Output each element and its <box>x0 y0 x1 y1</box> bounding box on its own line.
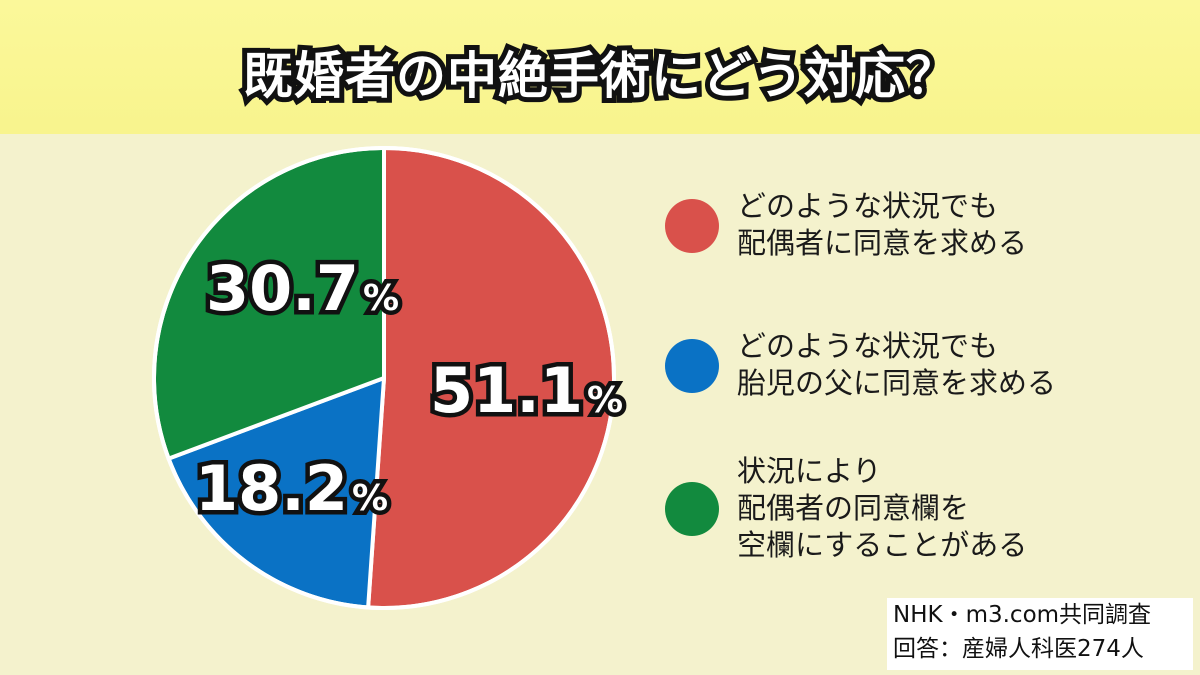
legend-swatch-1 <box>665 339 719 393</box>
legend-swatch-0 <box>665 199 719 253</box>
legend-label-2: 状況により 配偶者の同意欄を 空欄にすることがある <box>737 454 1028 562</box>
pie-outline <box>152 146 616 610</box>
source-box: NHK・m3.com共同調査 回答：産婦人科医274人 <box>887 598 1193 670</box>
slice-label-0: 51.1% <box>426 350 628 432</box>
legend-label-0: どのような状況でも 配偶者に同意を求める <box>737 189 1028 260</box>
source-line-2: 回答：産婦人科医274人 <box>893 636 1144 662</box>
legend-label-1: どのような状況でも 胎児の父に同意を求める <box>737 329 1057 400</box>
title-band <box>0 0 1200 134</box>
slice-label-2: 30.7% <box>202 248 404 330</box>
legend-swatch-2 <box>665 482 719 536</box>
slice-label-1: 18.2% <box>191 448 393 530</box>
chart-title: 既婚者の中絶手術にどう対応？ <box>238 42 961 110</box>
source-line-1: NHK・m3.com共同調査 <box>893 602 1152 628</box>
